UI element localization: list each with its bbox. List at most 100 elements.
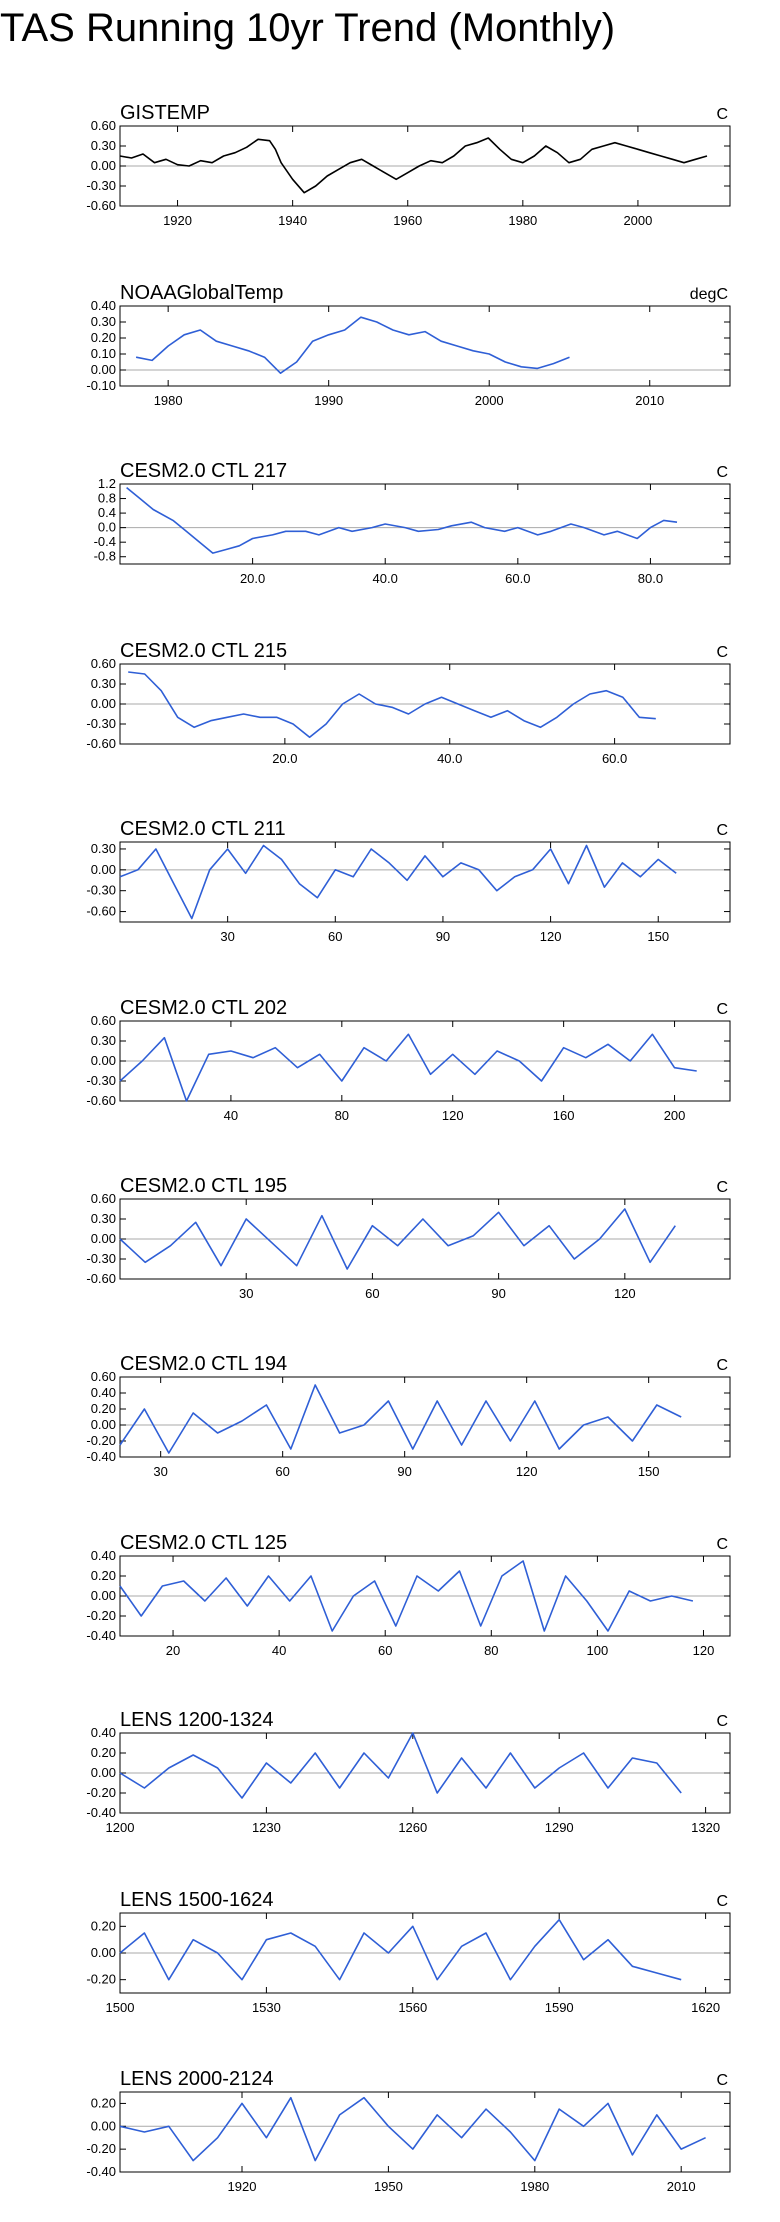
panel-units: C bbox=[716, 1713, 728, 1730]
plot-frame bbox=[119, 125, 731, 207]
plot-frame bbox=[119, 663, 731, 745]
y-tick-label: 0.40 bbox=[91, 1725, 116, 1740]
panel-title: GISTEMP bbox=[120, 102, 210, 124]
x-tick-label: 1500 bbox=[106, 2000, 135, 2015]
y-tick-label: 0.20 bbox=[91, 2095, 116, 2110]
y-tick-label: 0.00 bbox=[91, 158, 116, 173]
x-tick-label: 120 bbox=[442, 1108, 464, 1123]
plot-frame bbox=[119, 2091, 731, 2173]
series-line bbox=[119, 1208, 676, 1270]
x-tick-label: 1590 bbox=[545, 2000, 574, 2015]
series-line bbox=[128, 671, 656, 739]
series-line bbox=[119, 1732, 682, 1799]
x-tick-label: 2010 bbox=[635, 393, 664, 408]
panel-title: CESM2.0 CTL 195 bbox=[120, 1175, 287, 1197]
x-tick-label: 1920 bbox=[228, 2179, 257, 2194]
panel-title: LENS 1500-1624 bbox=[120, 1889, 273, 1911]
panel-units: C bbox=[716, 1536, 728, 1553]
y-tick-label: 0.8 bbox=[98, 491, 116, 506]
x-tick-label: 80 bbox=[335, 1108, 349, 1123]
x-tick-label: 20 bbox=[166, 1643, 180, 1658]
plot-frame bbox=[119, 1020, 731, 1102]
y-tick-label: -0.20 bbox=[86, 1972, 116, 1987]
series-line bbox=[119, 844, 677, 920]
y-tick-label: -0.10 bbox=[86, 378, 116, 393]
x-tick-label: 30 bbox=[153, 1464, 167, 1479]
y-tick-label: 0.60 bbox=[91, 118, 116, 133]
y-tick-label: 0.00 bbox=[91, 862, 116, 877]
x-tick-label: 2010 bbox=[667, 2179, 696, 2194]
panel-units: C bbox=[716, 644, 728, 661]
y-tick-label: 0.40 bbox=[91, 298, 116, 313]
x-tick-label: 20.0 bbox=[272, 751, 297, 766]
chart-panel-9: CESM2.0 CTL 125 C -0.40 -0.20 0.00 0.20 0.40 20… bbox=[86, 1532, 731, 1658]
y-tick-label: -0.40 bbox=[86, 2164, 116, 2179]
plot-frame bbox=[119, 483, 731, 565]
x-tick-label: 80 bbox=[484, 1643, 498, 1658]
chart-panel-11: LENS 1500-1624 C -0.20 0.00 0.20 1500 1530 1560… bbox=[86, 1889, 731, 2015]
y-tick-label: 0.30 bbox=[91, 676, 116, 691]
x-tick-label: 1230 bbox=[252, 1820, 281, 1835]
x-tick-label: 60 bbox=[365, 1286, 379, 1301]
x-tick-label: 120 bbox=[516, 1464, 538, 1479]
y-tick-label: 0.20 bbox=[91, 1745, 116, 1760]
x-tick-label: 40.0 bbox=[373, 571, 398, 586]
x-tick-label: 120 bbox=[614, 1286, 636, 1301]
y-tick-label: 0.00 bbox=[91, 362, 116, 377]
x-tick-label: 1320 bbox=[691, 1820, 720, 1835]
x-tick-label: 80.0 bbox=[638, 571, 663, 586]
series-line bbox=[119, 1918, 682, 1981]
x-tick-label: 90 bbox=[436, 929, 450, 944]
x-tick-label: 200 bbox=[664, 1108, 686, 1123]
panel-title: LENS 1200-1324 bbox=[120, 1709, 273, 1731]
x-tick-label: 150 bbox=[638, 1464, 660, 1479]
x-tick-label: 1620 bbox=[691, 2000, 720, 2015]
x-tick-label: 90 bbox=[491, 1286, 505, 1301]
y-tick-label: -0.60 bbox=[86, 1271, 116, 1286]
y-tick-label: 0.60 bbox=[91, 1369, 116, 1384]
x-tick-label: 120 bbox=[540, 929, 562, 944]
plot-frame bbox=[119, 1555, 731, 1637]
y-tick-label: -0.30 bbox=[86, 1073, 116, 1088]
x-tick-label: 30 bbox=[220, 929, 234, 944]
y-tick-label: -0.20 bbox=[86, 1608, 116, 1623]
chart-panel-1: GISTEMP C -0.60 -0.30 0.00 0.30 0.60 1920 1940 19… bbox=[86, 102, 731, 228]
x-tick-label: 60 bbox=[328, 929, 342, 944]
x-tick-label: 1950 bbox=[374, 2179, 403, 2194]
panel-title: LENS 2000-2124 bbox=[120, 2068, 273, 2090]
y-tick-label: 0.60 bbox=[91, 656, 116, 671]
y-tick-label: 0.20 bbox=[91, 1568, 116, 1583]
y-tick-label: -0.30 bbox=[86, 716, 116, 731]
x-tick-label: 2000 bbox=[475, 393, 504, 408]
x-tick-label: 40 bbox=[272, 1643, 286, 1658]
series-line bbox=[126, 486, 678, 554]
x-tick-label: 90 bbox=[397, 1464, 411, 1479]
x-tick-label: 1940 bbox=[278, 213, 307, 228]
plot-frame bbox=[119, 841, 731, 923]
panel-title: CESM2.0 CTL 202 bbox=[120, 997, 287, 1019]
y-tick-label: -0.60 bbox=[86, 736, 116, 751]
page-title: TAS Running 10yr Trend (Monthly) bbox=[0, 6, 616, 50]
panel-title: NOAAGlobalTemp bbox=[120, 282, 283, 304]
panel-units: C bbox=[716, 464, 728, 481]
y-tick-label: 0.0 bbox=[98, 520, 116, 535]
x-tick-label: 100 bbox=[587, 1643, 609, 1658]
y-tick-label: 1.2 bbox=[98, 476, 116, 491]
y-tick-label: -0.20 bbox=[86, 1433, 116, 1448]
y-tick-label: 0.00 bbox=[91, 2118, 116, 2133]
panel-units: C bbox=[716, 106, 728, 123]
y-tick-label: 0.00 bbox=[91, 1417, 116, 1432]
x-tick-label: 1990 bbox=[314, 393, 343, 408]
chart-panel-8: CESM2.0 CTL 194 C -0.40-0.200.000.200.400.… bbox=[86, 1353, 731, 1479]
x-tick-label: 30 bbox=[239, 1286, 253, 1301]
x-tick-label: 1290 bbox=[545, 1820, 574, 1835]
y-tick-label: 0.30 bbox=[91, 314, 116, 329]
y-tick-label: 0.40 bbox=[91, 1385, 116, 1400]
x-tick-label: 1980 bbox=[154, 393, 183, 408]
y-tick-label: -0.40 bbox=[86, 1805, 116, 1820]
y-tick-label: 0.20 bbox=[91, 1401, 116, 1416]
y-tick-label: 0.4 bbox=[98, 505, 116, 520]
chart-panel-5: CESM2.0 CTL 211 C -0.60 -0.30 0.00 0.30 30 60 90… bbox=[86, 818, 731, 944]
y-tick-label: 0.00 bbox=[91, 1945, 116, 1960]
